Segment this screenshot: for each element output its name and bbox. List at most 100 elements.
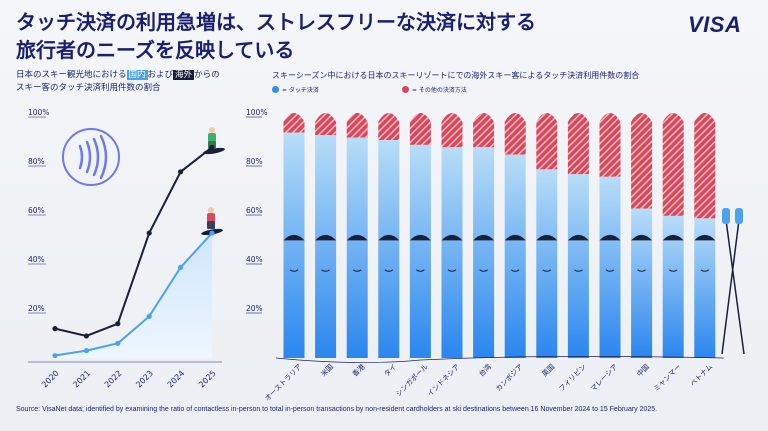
overseas-tag: 海外 <box>173 70 195 80</box>
y-tick-label: 40% <box>28 255 45 264</box>
category-label: 米国 <box>319 362 335 378</box>
ski-smile <box>542 269 552 272</box>
y-tick-label: 60% <box>246 206 263 215</box>
contactless-bar <box>631 208 653 358</box>
contactless-bar <box>346 137 368 358</box>
other-payment-bar <box>346 113 368 138</box>
overseas-point <box>178 169 184 175</box>
contactless-bar <box>441 147 463 358</box>
overseas-point <box>209 144 215 150</box>
category-label: フィリピン <box>557 363 587 393</box>
ski-smile <box>605 269 615 272</box>
other-payment-bar <box>315 113 337 136</box>
ski-smile <box>479 269 488 272</box>
y-tick-label: 20% <box>28 304 45 313</box>
contactless-icon <box>62 128 120 186</box>
domestic-point <box>83 348 89 354</box>
domestic-point <box>115 340 121 346</box>
overseas-point <box>115 321 121 327</box>
legend-other-label: = その他の決済方法 <box>412 87 467 94</box>
category-label: 英国 <box>540 362 556 378</box>
ski-smile <box>637 269 646 272</box>
ski-binding <box>599 234 621 241</box>
x-tick-label: 2020 <box>40 369 61 390</box>
title-line-2: 旅行者のニーズを反映している <box>16 38 295 62</box>
ski-binding <box>536 234 558 241</box>
domestic-point <box>52 352 58 359</box>
left-subtitle-suffix: からの <box>194 70 220 80</box>
category-label: オーストラリア <box>263 363 303 403</box>
ski-smile <box>352 269 362 272</box>
contactless-bar <box>504 154 526 358</box>
ski-poles-icon <box>721 208 745 355</box>
title-line-1: タッチ決済の利用急増は、ストレスフリーな決済に対する <box>16 10 536 34</box>
legend-other: = その他の決済方法 <box>402 85 467 94</box>
category-label: インドネシア <box>426 363 461 398</box>
x-tick-label: 2021 <box>71 369 92 390</box>
other-payment-bar <box>441 113 463 148</box>
ski-binding <box>441 234 463 241</box>
other-payment-bar <box>567 113 589 175</box>
domestic-point <box>209 230 215 236</box>
contactless-bar <box>315 135 337 358</box>
ski-binding <box>346 234 368 241</box>
domestic-area <box>55 233 212 358</box>
ski-binding <box>631 234 653 241</box>
legend-swatch-blue <box>272 86 279 93</box>
other-payment-bar <box>378 113 400 140</box>
overseas-point <box>146 230 152 236</box>
ski-binding <box>378 234 400 241</box>
ski-binding <box>409 234 431 241</box>
snow-ground-line <box>275 356 724 363</box>
other-payment-bar <box>536 113 558 170</box>
other-payment-bar <box>631 113 653 209</box>
contactless-bar <box>536 169 558 358</box>
x-tick-label: 2025 <box>197 369 218 390</box>
ski-smile <box>289 269 299 272</box>
other-payment-bar <box>599 113 621 177</box>
y-tick-label: 40% <box>246 255 263 264</box>
ski-binding <box>567 234 589 241</box>
legend-contactless: = タッチ決済 <box>272 85 319 94</box>
ski-binding <box>504 234 526 241</box>
contactless-bar <box>567 174 589 358</box>
other-payment-bar <box>504 113 526 155</box>
category-label: ミャンマー <box>652 363 682 393</box>
left-line-chart: 20% 40% 60% 80% 100% 2020 2021 2022 2023 2024 2025 <box>28 108 222 389</box>
category-label: 台湾 <box>477 362 493 378</box>
ski-smile <box>510 269 520 272</box>
category-label: カンボジア <box>494 363 524 393</box>
ski-binding <box>283 234 305 241</box>
visa-logo: VISA <box>688 12 742 37</box>
other-payment-bar <box>409 113 431 145</box>
domestic-point <box>146 313 152 319</box>
category-label: マレーシア <box>589 363 619 393</box>
left-subtitle-prefix: 日本のスキー観光地における <box>16 70 127 80</box>
category-label: ベトナム <box>689 363 714 388</box>
left-chart-subtitle: 日本のスキー観光地における 国内 および 海外 からの スキー客のタッチ決済利用件数の割… <box>16 69 220 95</box>
left-subtitle-line2: スキー客のタッチ決済利用件数の割合 <box>16 83 161 93</box>
snowboarder-icon <box>201 207 223 236</box>
other-payment-bar <box>283 113 305 133</box>
other-payment-bar <box>473 113 495 148</box>
domestic-point <box>178 264 184 270</box>
contactless-bar <box>283 132 305 358</box>
x-tick-label: 2023 <box>134 369 155 390</box>
y-tick-label: 100% <box>246 108 267 117</box>
contactless-bar <box>378 139 400 358</box>
ski-binding <box>694 234 716 241</box>
legend-contactless-label: = タッチ決済 <box>282 87 319 94</box>
ski-smile <box>384 269 394 272</box>
ski-binding <box>662 234 684 241</box>
contactless-bar <box>662 215 684 358</box>
contactless-bar <box>694 218 716 358</box>
other-payment-bar <box>662 113 684 216</box>
ski-binding <box>315 234 337 241</box>
y-tick-label: 80% <box>246 157 263 166</box>
domestic-line <box>54 232 213 357</box>
legend-swatch-red <box>402 86 409 93</box>
category-label: タイ <box>382 362 398 378</box>
ski-binding <box>473 234 495 241</box>
x-tick-label: 2022 <box>103 369 124 390</box>
